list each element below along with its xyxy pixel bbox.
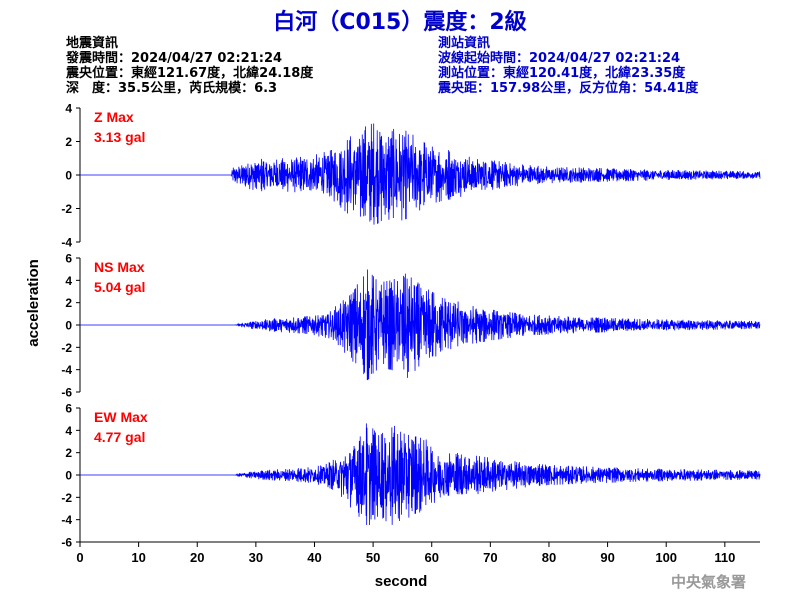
trace-z — [80, 123, 761, 225]
x-tick-label: 20 — [190, 550, 204, 565]
max-label: Z Max — [94, 109, 134, 125]
y-tick-label: 2 — [65, 135, 72, 149]
x-tick-label: 70 — [483, 550, 497, 565]
wave-start-time: 波線起始時間：2024/04/27 02:21:24 — [438, 51, 681, 66]
page-title: 白河（C015）震度：2級 — [273, 10, 527, 35]
x-tick-label: 100 — [655, 550, 677, 565]
y-tick-label: 4 — [65, 102, 72, 116]
earthquake-info-heading: 地震資訊 — [66, 36, 119, 51]
epicenter-position: 震央位置：東經121.67度，北緯24.18度 — [66, 66, 314, 81]
distance-azimuth: 震央距：157.98公里，反方位角：54.41度 — [438, 81, 699, 96]
x-tick-label: 30 — [249, 550, 263, 565]
max-value: 5.04 gal — [94, 279, 145, 295]
y-tick-label: -2 — [61, 341, 72, 355]
x-tick-label: 50 — [366, 550, 380, 565]
station-info-heading: 測站資訊 — [438, 36, 491, 51]
x-tick-label: 0 — [76, 550, 83, 565]
y-tick-label: -2 — [61, 202, 72, 216]
y-tick-label: 2 — [65, 296, 72, 310]
panel-ew: -6 -4 -2 0 2 4 6 EW Max 4.77 gal — [61, 402, 761, 550]
x-tick-label: 90 — [600, 550, 614, 565]
y-tick-label: -4 — [61, 236, 72, 250]
panel-z: -4 -2 0 2 4 Z Max 3.13 gal — [61, 102, 761, 250]
trace-ew — [80, 423, 761, 526]
station-position: 測站位置：東經120.41度，北緯23.35度 — [438, 66, 686, 81]
y-tick-label: -6 — [61, 386, 72, 400]
panel-ns: -6 -4 -2 0 2 4 6 NS Max 5.04 gal — [61, 252, 761, 400]
x-tick-label: 10 — [131, 550, 145, 565]
depth-magnitude: 深 度：35.5公里，芮氏規模：6.3 — [66, 81, 278, 96]
y-tick-label: 0 — [65, 469, 72, 483]
origin-time: 發震時間：2024/04/27 02:21:24 — [66, 51, 283, 66]
x-tick-label: 110 — [714, 550, 735, 565]
y-tick-label: 6 — [65, 402, 72, 416]
max-label: EW Max — [94, 409, 148, 425]
y-tick-label: 4 — [65, 274, 72, 288]
y-tick-label: 6 — [65, 252, 72, 266]
y-tick-label: -2 — [61, 491, 72, 505]
max-label: NS Max — [94, 259, 145, 275]
y-tick-label: 2 — [65, 446, 72, 460]
max-value: 4.77 gal — [94, 429, 145, 445]
max-value: 3.13 gal — [94, 129, 145, 145]
y-axis-label: acceleration — [25, 259, 42, 347]
y-tick-label: -4 — [61, 363, 72, 377]
x-tick-label: 80 — [542, 550, 556, 565]
y-tick-label: 4 — [65, 424, 72, 438]
x-axis-label: second — [375, 573, 428, 590]
trace-ns — [80, 269, 761, 381]
y-tick-label: -6 — [61, 536, 72, 550]
y-tick-label: 0 — [65, 169, 72, 183]
y-tick-label: -4 — [61, 513, 72, 527]
y-tick-label: 0 — [65, 319, 72, 333]
x-tick-label: 40 — [307, 550, 321, 565]
x-tick-label: 60 — [424, 550, 438, 565]
agency-credit: 中央氣象署 — [671, 573, 746, 591]
